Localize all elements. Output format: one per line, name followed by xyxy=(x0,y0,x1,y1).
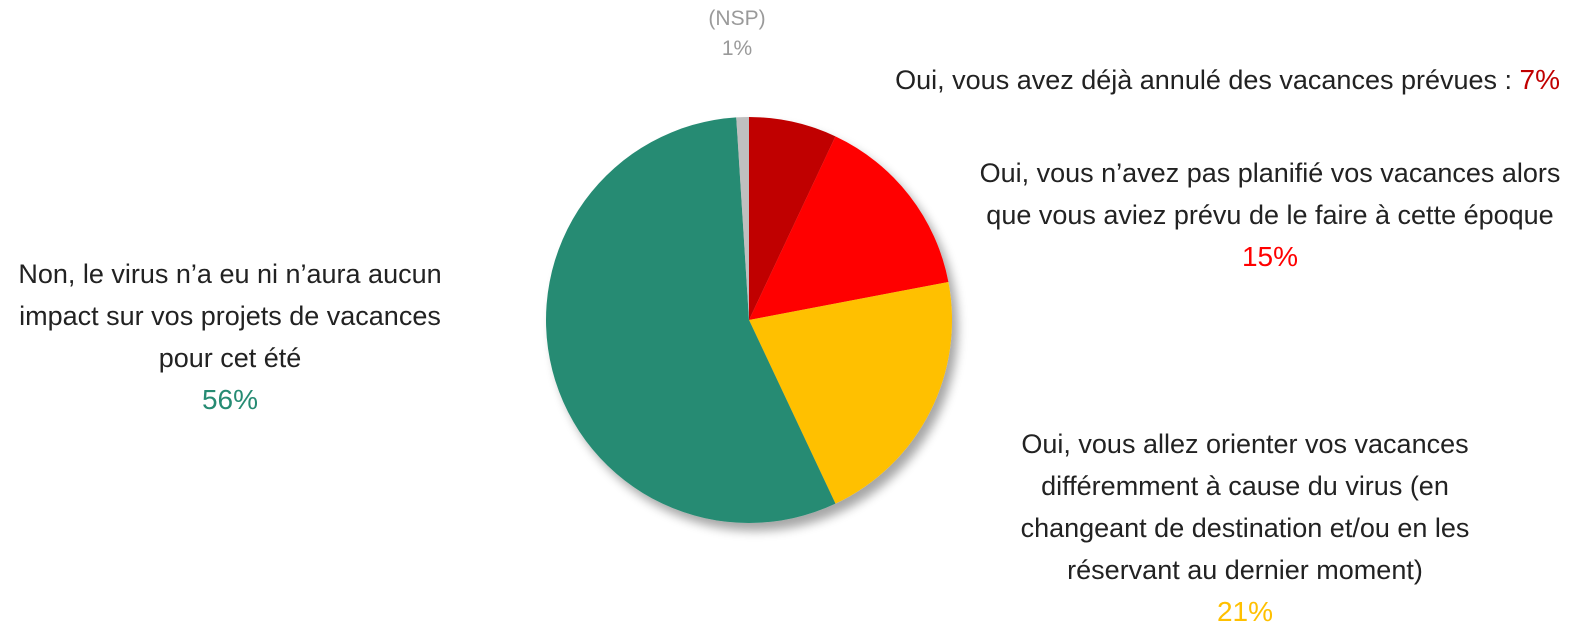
pie xyxy=(545,117,952,523)
slice-label: Oui, vous n’avez pas planifié vos vacanc… xyxy=(960,152,1578,278)
category-label: (NSP) xyxy=(708,7,766,30)
value-label: 56% xyxy=(201,384,259,415)
category-label: Oui, vous avez déjà annulé des vacances … xyxy=(895,65,1513,95)
category-label: Oui, vous allez orienter vos vacances di… xyxy=(1020,429,1470,585)
slice-label: (NSP) 1% xyxy=(660,4,814,64)
value-label: 7% xyxy=(1519,64,1560,95)
slice-label: Non, le virus n’a eu ni n’aura aucun imp… xyxy=(10,253,450,421)
pie-slice xyxy=(749,281,952,504)
pie-slice xyxy=(749,117,836,320)
slice-label: Oui, vous avez déjà annulé des vacances … xyxy=(760,59,1560,101)
slice-label: Oui, vous allez orienter vos vacances di… xyxy=(980,423,1510,633)
value-label: 15% xyxy=(1241,241,1299,272)
value-label: 1% xyxy=(721,37,753,60)
category-label: Non, le virus n’a eu ni n’aura aucun imp… xyxy=(18,259,442,373)
pie-slice xyxy=(749,136,949,320)
category-label: Oui, vous n’avez pas planifié vos vacanc… xyxy=(979,158,1561,230)
pie-slice xyxy=(736,117,749,320)
value-label: 21% xyxy=(1216,596,1274,627)
pie-slice xyxy=(545,117,836,523)
